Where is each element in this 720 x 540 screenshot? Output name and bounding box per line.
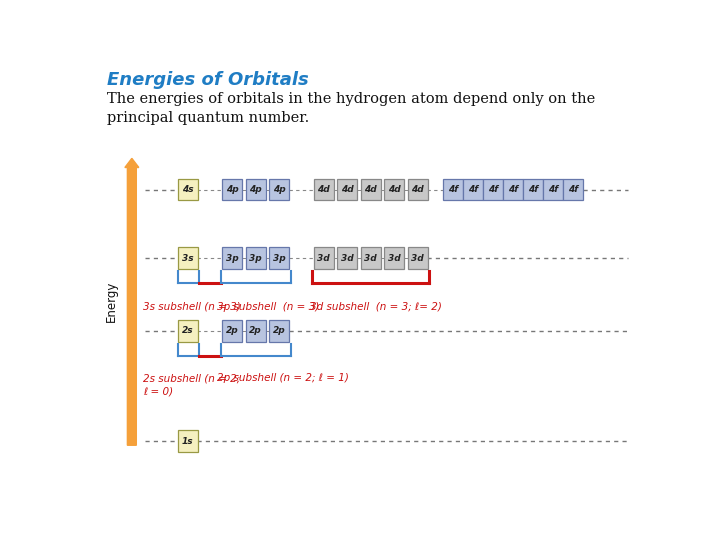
FancyBboxPatch shape [408,179,428,200]
FancyBboxPatch shape [361,179,381,200]
FancyBboxPatch shape [178,247,198,269]
FancyBboxPatch shape [443,179,463,200]
FancyBboxPatch shape [543,179,563,200]
Text: 1s: 1s [182,437,194,445]
FancyBboxPatch shape [361,247,381,269]
Text: 3p: 3p [273,254,286,262]
FancyBboxPatch shape [483,179,503,200]
Text: 4d: 4d [388,185,400,194]
FancyBboxPatch shape [222,320,243,342]
Text: 3d: 3d [411,254,424,262]
FancyBboxPatch shape [337,247,357,269]
Text: 4p: 4p [249,185,262,194]
FancyBboxPatch shape [222,247,243,269]
Text: The energies of orbitals in the hydrogen atom depend only on the
principal quant: The energies of orbitals in the hydrogen… [107,92,595,125]
Text: 3p: 3p [226,254,238,262]
Text: 4f: 4f [468,185,478,194]
Text: Energy: Energy [104,281,117,322]
Text: 4d: 4d [411,185,424,194]
Text: 4d: 4d [341,185,354,194]
FancyBboxPatch shape [384,179,404,200]
FancyBboxPatch shape [563,179,583,200]
Text: 3d: 3d [318,254,330,262]
Text: 4f: 4f [528,185,538,194]
Text: 3d: 3d [364,254,377,262]
FancyBboxPatch shape [269,179,289,200]
FancyBboxPatch shape [269,320,289,342]
FancyBboxPatch shape [408,247,428,269]
FancyBboxPatch shape [463,179,483,200]
Text: Energies of Orbitals: Energies of Orbitals [107,71,308,89]
Text: 3p subshell  (n = 3): 3p subshell (n = 3) [217,302,320,312]
Text: 3d: 3d [341,254,354,262]
FancyBboxPatch shape [314,179,334,200]
Text: 4f: 4f [548,185,558,194]
FancyBboxPatch shape [178,179,198,200]
Text: 2p: 2p [226,326,238,335]
FancyBboxPatch shape [246,247,266,269]
Text: 4p: 4p [226,185,238,194]
FancyBboxPatch shape [384,247,404,269]
Text: 4d: 4d [364,185,377,194]
Text: 3p: 3p [249,254,262,262]
FancyBboxPatch shape [178,430,198,452]
FancyBboxPatch shape [523,179,543,200]
Text: 4f: 4f [488,185,498,194]
Text: 2p: 2p [273,326,286,335]
Text: 4d: 4d [318,185,330,194]
FancyBboxPatch shape [269,247,289,269]
FancyBboxPatch shape [314,247,334,269]
Text: 2s: 2s [182,326,194,335]
FancyBboxPatch shape [503,179,523,200]
FancyBboxPatch shape [337,179,357,200]
Text: 2p: 2p [249,326,262,335]
Text: 2p subshell (n = 2; ℓ = 1): 2p subshell (n = 2; ℓ = 1) [217,373,349,383]
Text: 2s subshell (n = 2;
ℓ = 0): 2s subshell (n = 2; ℓ = 0) [143,373,240,396]
Text: 4s: 4s [182,185,194,194]
Text: 3d: 3d [388,254,400,262]
Text: 4f: 4f [508,185,518,194]
Text: 4f: 4f [568,185,578,194]
FancyBboxPatch shape [246,320,266,342]
FancyBboxPatch shape [178,320,198,342]
Text: 4p: 4p [273,185,286,194]
FancyArrow shape [125,158,139,446]
FancyBboxPatch shape [246,179,266,200]
Text: 3s: 3s [182,254,194,262]
FancyBboxPatch shape [222,179,243,200]
Text: 3d subshell  (n = 3; ℓ= 2): 3d subshell (n = 3; ℓ= 2) [310,302,442,312]
Text: 4f: 4f [448,185,458,194]
Text: 3s subshell (n = 3): 3s subshell (n = 3) [143,302,240,312]
